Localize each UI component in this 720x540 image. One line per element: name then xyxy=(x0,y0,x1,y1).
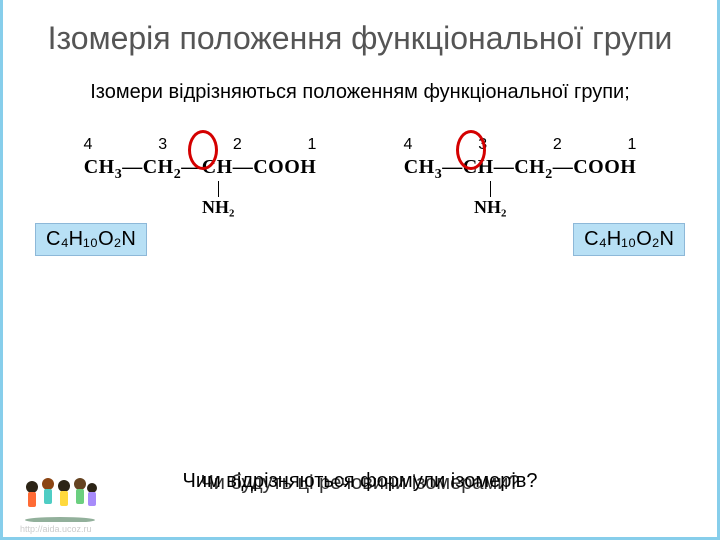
cnum-r-4: 4 xyxy=(388,136,428,154)
bond-line-left xyxy=(218,181,219,197)
cnum-r-2: 2 xyxy=(537,136,577,154)
highlight-circle-right xyxy=(456,130,486,170)
structure-right: 4 3 2 1 CH3—CH—CH2—COOH NH₂ xyxy=(370,136,670,183)
cnum-l-1: 1 xyxy=(292,136,332,154)
slide-subtitle: Ізомери відрізняються положенням функціо… xyxy=(0,68,720,126)
slide-title: Ізомерія положення функціональної групи xyxy=(0,0,720,68)
nh2-label-left: NH₂ xyxy=(202,197,234,218)
cnum-l-2: 2 xyxy=(217,136,257,154)
nh2-label-right: NH₂ xyxy=(474,197,506,218)
molecular-formula-left: C₄H₁₀O₂N xyxy=(35,223,147,256)
highlight-circle-left xyxy=(188,130,218,170)
badge-row: C₄H₁₀O₂N C₄H₁₀O₂N xyxy=(0,173,720,256)
nh2-group-right: NH₂ xyxy=(474,181,506,218)
cnum-r-1: 1 xyxy=(612,136,652,154)
kids-icon xyxy=(20,472,100,522)
cnum-l-4: 4 xyxy=(68,136,108,154)
watermark: http://aida.ucoz.ru xyxy=(20,524,92,534)
molecular-formula-right: C₄H₁₀O₂N xyxy=(573,223,685,256)
structure-left: 4 3 2 1 CH3—CH2—CH—COOH NH₂ xyxy=(50,136,350,183)
nh2-group-left: NH₂ xyxy=(202,181,234,218)
cnum-l-3: 3 xyxy=(143,136,183,154)
carbon-numbers-right: 4 3 2 1 xyxy=(370,136,670,154)
formula-right: CH3—CH—CH2—COOH xyxy=(370,156,670,183)
question-1: Чим відрізняються формули ізомерів? xyxy=(0,470,720,493)
bond-line-right xyxy=(490,181,491,197)
